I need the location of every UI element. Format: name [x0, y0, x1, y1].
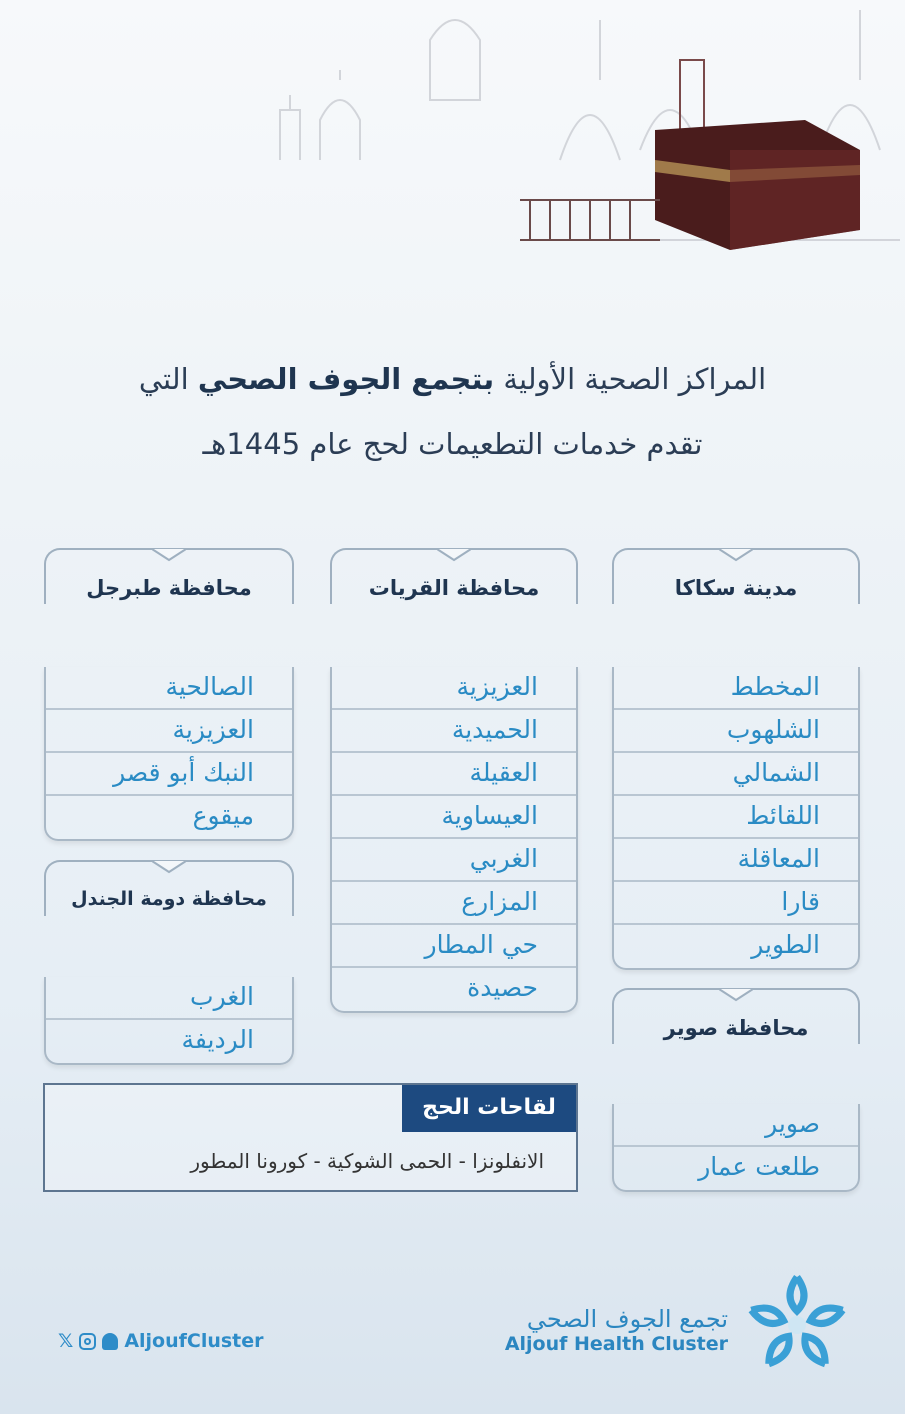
notch-icon: [719, 548, 753, 562]
section-header-suwayr: محافظة صوير: [612, 988, 860, 1044]
brand-english: Aljouf Health Cluster: [504, 1333, 728, 1355]
hajj-illustration: [279, 10, 900, 250]
title-line-2: تقدم خدمات التطعيمات لحج عام 1445هـ: [202, 427, 703, 461]
section-title: مدينة سكاكا: [674, 576, 798, 600]
title-text: المراكز الصحية الأولية: [494, 362, 767, 396]
list-item: اللقائط: [614, 796, 858, 839]
list-item: النبك أبو قصر: [46, 753, 292, 796]
list-item: العيساوية: [332, 796, 576, 839]
aljouf-cluster-logo: [748, 1274, 846, 1368]
social-handle[interactable]: AljoufCluster: [124, 1330, 264, 1352]
list-suwayr: صوير طلعت عمار: [612, 1104, 860, 1192]
list-item: الغرب: [46, 977, 292, 1020]
x-icon[interactable]: 𝕏: [58, 1330, 74, 1352]
list-item: الرديفة: [181, 1025, 255, 1054]
list-item: الشمالي: [614, 753, 858, 796]
section-header-tabarjal: محافظة طبرجل: [44, 548, 294, 604]
list-tabarjal: الصالحية العزيزية النبك أبو قصر ميقوع: [44, 667, 294, 841]
notch-icon: [437, 548, 471, 562]
list-dumat: الغرب الرديفة: [44, 977, 294, 1065]
social-handles: 𝕏 AljoufCluster: [58, 1330, 264, 1352]
list-sakaka: المخطط الشلهوب الشمالي اللقائط المعاقلة …: [612, 667, 860, 970]
section-header-sakaka: مدينة سكاكا: [612, 548, 860, 604]
notch-icon: [719, 988, 753, 1002]
title-line-1: المراكز الصحية الأولية بتجمع الجوف الصحي…: [0, 362, 905, 396]
vaccines-box: لقاحات الحج الانفلونزا - الحمى الشوكية -…: [43, 1083, 578, 1192]
vaccines-list: الانفلونزا - الحمى الشوكية - كورونا المط…: [190, 1149, 544, 1173]
list-item: حي المطار: [332, 925, 576, 968]
list-item: الغربي: [332, 839, 576, 882]
list-item: قارا: [614, 882, 858, 925]
title-bold: بتجمع الجوف الصحي: [197, 362, 495, 396]
notch-icon: [152, 860, 186, 874]
list-item: المخطط: [614, 667, 858, 710]
section-header-dumat: محافظة دومة الجندل: [44, 860, 294, 916]
list-qurayyat: العزيزية الحميدية العقيلة العيساوية الغر…: [330, 667, 578, 1013]
section-title: محافظة طبرجل: [86, 576, 252, 600]
list-item: العزيزية: [46, 710, 292, 753]
list-item: المزارع: [332, 882, 576, 925]
title-text-end: التي: [138, 362, 198, 396]
list-item: العزيزية: [332, 667, 576, 710]
list-item: ميقوع: [192, 801, 254, 830]
brand-name: تجمع الجوف الصحي Aljouf Health Cluster: [500, 1305, 728, 1355]
list-item: العقيلة: [332, 753, 576, 796]
section-title: محافظة دومة الجندل: [71, 888, 267, 910]
list-item: صوير: [614, 1104, 858, 1147]
instagram-icon[interactable]: [79, 1332, 97, 1350]
notch-icon: [152, 548, 186, 562]
section-title: محافظة صوير: [663, 1016, 809, 1040]
list-item: حصيدة: [467, 973, 538, 1002]
brand-arabic: تجمع الجوف الصحي: [526, 1305, 728, 1333]
list-item: طلعت عمار: [698, 1152, 820, 1181]
section-header-qurayyat: محافظة القريات: [330, 548, 578, 604]
list-item: المعاقلة: [614, 839, 858, 882]
kaaba-icon: [655, 120, 860, 250]
section-title: محافظة القريات: [368, 576, 540, 600]
snapchat-icon[interactable]: [102, 1332, 119, 1350]
list-item: الطوير: [751, 930, 820, 959]
list-item: الشلهوب: [614, 710, 858, 753]
vaccines-title: لقاحات الحج: [402, 1085, 576, 1132]
list-item: الحميدية: [332, 710, 576, 753]
list-item: الصالحية: [46, 667, 292, 710]
